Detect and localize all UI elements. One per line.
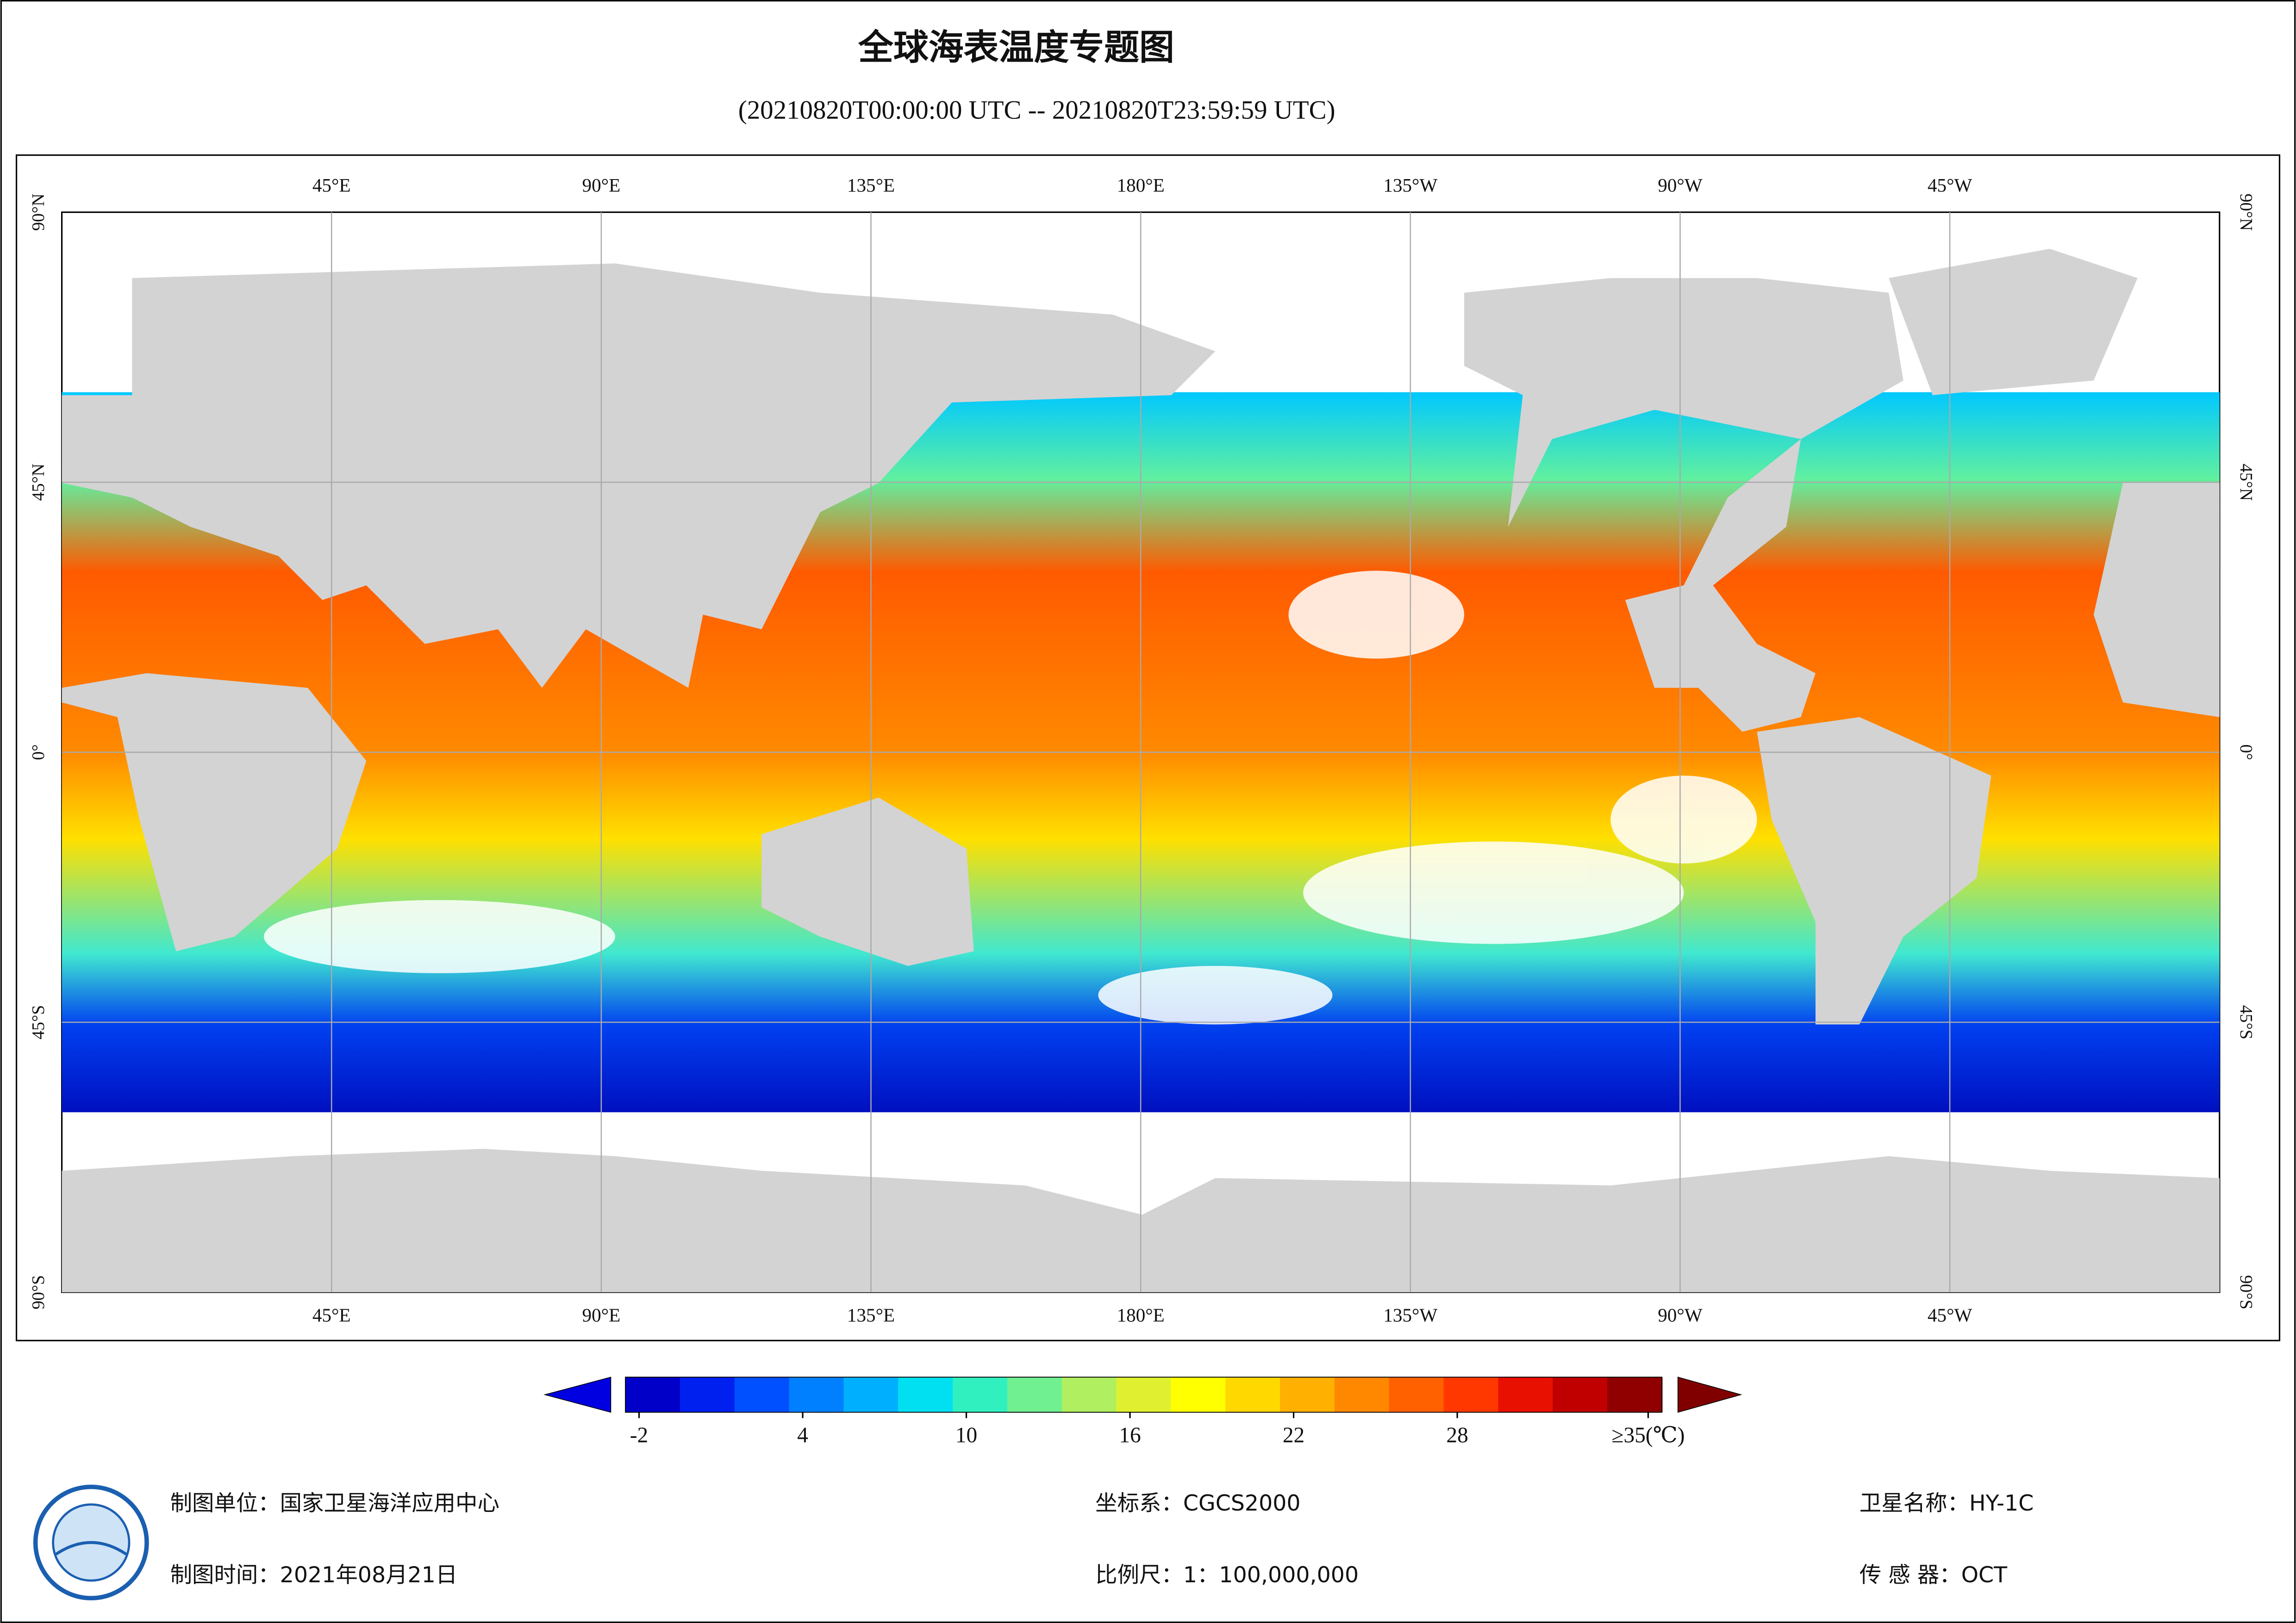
lon-label-top: 45°W (1928, 174, 1972, 196)
colorbar-border (625, 1376, 1662, 1413)
lon-label-bottom: 180°E (1117, 1305, 1165, 1326)
lat-label-right: 0° (2236, 744, 2256, 760)
lat-label-right: 45°S (2236, 1005, 2256, 1039)
colorbar-segment (1171, 1377, 1226, 1412)
footer-sensor: 传 感 器：OCT (1859, 1562, 2008, 1588)
colorbar-segment (734, 1377, 790, 1412)
subtitle: (20210820T00:00:00 UTC -- 20210820T23:59… (738, 96, 1335, 125)
footer-coords: 坐标系：CGCS2000 (1095, 1491, 1300, 1516)
colorbar-segment (1225, 1377, 1281, 1412)
footer-satellite: 卫星名称：HY-1C (1859, 1491, 2034, 1516)
colorbar-segment (1116, 1377, 1172, 1412)
colorbar-over-arrow (1677, 1376, 1742, 1413)
lon-label-bottom: 90°W (1658, 1305, 1703, 1326)
lat-label-left: 45°N (29, 464, 48, 501)
colorbar-segment (1280, 1377, 1335, 1412)
colorbar-segment (1553, 1377, 1608, 1412)
lat-label-right: 90°S (2236, 1275, 2256, 1309)
colorbar-segment (680, 1377, 736, 1412)
graticule (62, 212, 2220, 1293)
colorbar-segment (1061, 1377, 1117, 1412)
colorbar: -2 4 10 16 22 28 ≥35(℃) (543, 1376, 1742, 1447)
colorbar-tick-label: ≥35(℃) (1611, 1423, 1685, 1447)
colorbar-tick-label: 10 (955, 1423, 977, 1447)
footer-unit: 制图单位：国家卫星海洋应用中心 (170, 1491, 499, 1516)
lon-label-bottom: 45°E (312, 1305, 351, 1326)
lon-label-top: 135°E (847, 174, 895, 196)
lon-label-top: 90°E (582, 174, 621, 196)
title: 全球海表温度专题图 (858, 27, 1174, 68)
lat-label-left: 45°S (29, 1005, 48, 1039)
colorbar-segment (953, 1377, 1008, 1412)
colorbar-tick-label: -2 (630, 1423, 649, 1447)
footer-date: 制图时间：2021年08月21日 (170, 1562, 458, 1588)
lon-label-top: 135°W (1383, 174, 1437, 196)
colorbar-segment (1607, 1377, 1663, 1412)
lon-label-top: 90°W (1658, 174, 1703, 196)
colorbar-segment (625, 1377, 681, 1412)
map-frame (15, 154, 2281, 1342)
logo (33, 1485, 149, 1600)
colorbar-segment (898, 1377, 954, 1412)
colorbar-tick-label: 22 (1283, 1423, 1304, 1447)
lon-label-bottom: 135°W (1383, 1305, 1437, 1326)
lat-label-left: 90°S (29, 1275, 48, 1309)
colorbar-tick-label: 16 (1119, 1423, 1141, 1447)
map (61, 211, 2221, 1293)
colorbar-tick-label: 4 (797, 1423, 808, 1447)
colorbar-segment (1334, 1377, 1390, 1412)
lon-label-top: 45°E (312, 174, 351, 196)
lon-label-top: 180°E (1117, 174, 1165, 196)
colorbar-tick-label: 28 (1446, 1423, 1468, 1447)
colorbar-segment (1443, 1377, 1499, 1412)
lat-label-left: 90°N (29, 193, 48, 231)
lon-label-bottom: 135°E (847, 1305, 895, 1326)
colorbar-segment (1498, 1377, 1554, 1412)
lat-label-right: 90°N (2236, 193, 2256, 231)
colorbar-segment (843, 1377, 899, 1412)
lat-label-right: 45°N (2236, 464, 2256, 501)
lat-label-left: 0° (29, 744, 48, 760)
colorbar-under-arrow (543, 1376, 611, 1413)
footer-scale: 比例尺：1：100,000,000 (1095, 1562, 1359, 1588)
colorbar-segment (1007, 1377, 1063, 1412)
colorbar-segment (789, 1377, 844, 1412)
lon-label-bottom: 45°W (1928, 1305, 1972, 1326)
colorbar-segment (1389, 1377, 1445, 1412)
lon-label-bottom: 90°E (582, 1305, 621, 1326)
